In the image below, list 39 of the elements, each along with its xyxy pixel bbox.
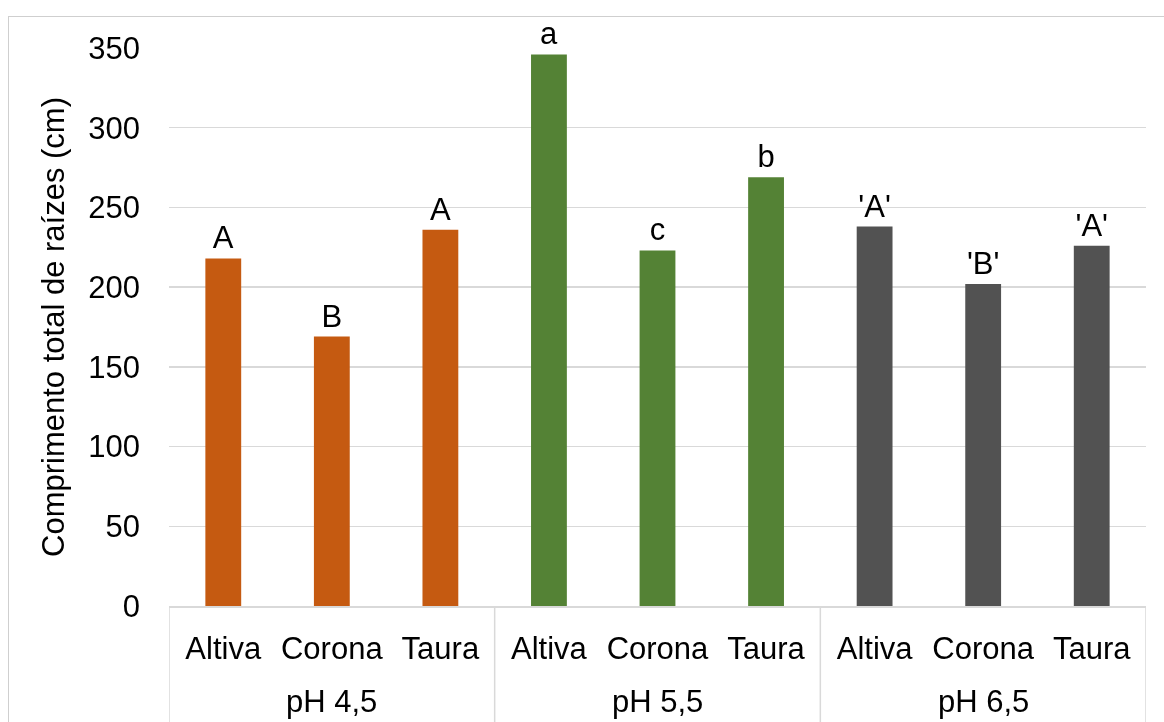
bar: [748, 177, 784, 606]
x-tick-label: Altiva: [836, 630, 914, 666]
y-tick-label: 250: [88, 190, 140, 226]
bar: [531, 54, 567, 606]
y-axis-title: Comprimento total de raízes (cm): [35, 97, 71, 557]
x-tick-label: Taura: [727, 630, 806, 666]
y-tick-label: 200: [88, 269, 140, 305]
bar: [1073, 245, 1110, 606]
x-tick-label: Altiva: [511, 630, 588, 666]
text: pH 6,5: [938, 684, 1030, 719]
data-label: A: [429, 191, 451, 227]
data-label: c: [649, 212, 666, 248]
x-tick-label: Altiva: [185, 630, 262, 666]
y-tick-label: 300: [88, 110, 140, 146]
data-label: a: [539, 16, 558, 52]
bar: [856, 226, 893, 606]
bar: [639, 250, 676, 606]
text: pH 5,5: [612, 684, 704, 719]
x-tick-label: Corona: [606, 630, 710, 666]
x-tick-label: Taura: [401, 630, 480, 666]
bar: [205, 258, 242, 606]
y-tick-label: 350: [88, 30, 140, 66]
bar: [422, 229, 459, 606]
y-tick-label: 150: [88, 349, 140, 385]
data-label: b: [757, 139, 775, 175]
y-tick-label: 100: [88, 429, 140, 465]
data-label: 'A': [858, 188, 891, 224]
y-tick-label: 50: [105, 509, 140, 545]
y-tick-label: 0: [122, 588, 140, 624]
x-tick-label: Corona: [280, 630, 384, 666]
bar: [313, 336, 350, 606]
data-label: 'A': [1075, 207, 1108, 243]
text: pH 4,5: [286, 684, 378, 719]
x-tick-label: Corona: [932, 630, 1035, 666]
data-label: A: [212, 220, 234, 256]
x-tick-label: Taura: [1052, 630, 1132, 666]
data-label: 'B': [966, 245, 1000, 281]
bar: [965, 283, 1002, 606]
data-label: B: [321, 298, 343, 334]
